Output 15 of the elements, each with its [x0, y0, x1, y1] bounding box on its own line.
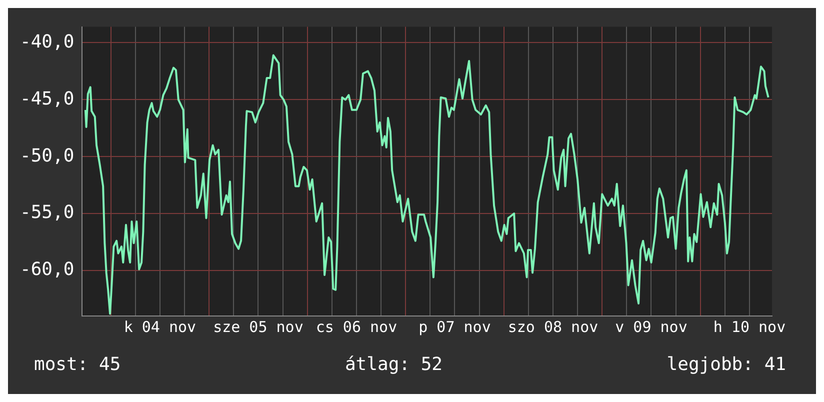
text: átlag: 52 — [344, 354, 443, 375]
x-tick-label: k 04 nov — [124, 318, 196, 336]
text: legjobb: 41 — [666, 354, 786, 375]
y-tick-label: -60,0 — [20, 259, 74, 280]
y-tick-label: -50,0 — [20, 145, 74, 166]
text: most: 45 — [34, 354, 121, 375]
y-tick-label: -55,0 — [20, 202, 74, 224]
x-tick-label: cs 06 nov — [316, 318, 398, 336]
x-tick-label: szo 08 nov — [508, 318, 598, 336]
x-tick-label: h 10 nov — [713, 318, 786, 336]
x-tick-label: v 09 nov — [615, 318, 688, 336]
x-tick-label: p 07 nov — [418, 318, 491, 336]
y-tick-label: -45,0 — [20, 88, 74, 110]
x-tick-label: sze 05 nov — [213, 318, 304, 336]
y-tick-label: -40,0 — [20, 31, 74, 52]
